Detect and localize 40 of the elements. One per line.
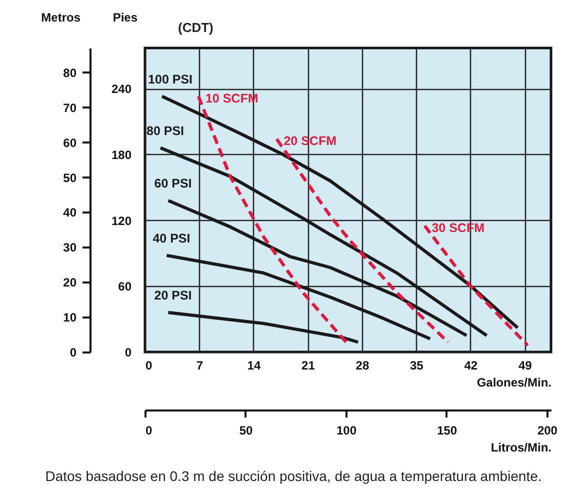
x-tick-label: 42 [464, 358, 478, 372]
y-tick-label: 180 [111, 148, 132, 162]
y-tick-label: 0 [124, 346, 132, 360]
y2-tick-label: 20 [63, 276, 77, 290]
x-tick-label: 7 [196, 358, 204, 372]
line-series [275, 137, 450, 344]
y2-tick-label: 50 [63, 170, 77, 185]
x-tick-label: 35 [410, 358, 424, 372]
y2-tick-label: 80 [63, 66, 77, 80]
series-label: 20 PSI [154, 288, 192, 302]
series-label: 60 PSI [154, 176, 192, 191]
x-tick-label: 21 [302, 358, 316, 372]
y-tick-label: 240 [111, 82, 132, 96]
y-tick-label: 60 [118, 280, 132, 294]
x2-tick-label: 150 [436, 424, 458, 438]
x2-tick-label: 0 [146, 424, 152, 438]
y-axis-title: Pies [112, 10, 138, 24]
y2-tick-label: 70 [63, 100, 77, 115]
y-tick-label: 120 [111, 214, 132, 228]
x2-tick-label: 200 [537, 424, 558, 438]
y2-tick-label: 40 [63, 206, 77, 220]
x-tick-label: 28 [356, 358, 370, 372]
line-series [196, 94, 350, 346]
series-label: 100 PSI [148, 72, 193, 86]
series-label: 40 PSI [152, 231, 190, 246]
y2-tick-label: 10 [63, 310, 77, 325]
series-label: 80 PSI [146, 124, 184, 138]
x-tick-label: 0 [146, 358, 152, 372]
x-axis-title: Galones/Min. [476, 376, 552, 390]
y2-tick-label: 60 [63, 136, 77, 150]
x-tick-label: 14 [247, 358, 261, 372]
x-tick-label: 49 [518, 358, 532, 372]
x2-axis-title: Litros/Min. [490, 440, 552, 454]
y2-tick-label: 30 [63, 240, 77, 255]
text: Datos basadose en 0.3 m de succión positiva, de agua a temperatura ambiente. [44, 468, 543, 484]
y2-axis-title: Metros [41, 10, 81, 24]
y2-tick-label: 0 [70, 346, 77, 360]
x2-tick-label: 50 [239, 424, 253, 438]
text: (CDT) [178, 20, 214, 35]
x2-tick-label: 100 [336, 424, 357, 438]
